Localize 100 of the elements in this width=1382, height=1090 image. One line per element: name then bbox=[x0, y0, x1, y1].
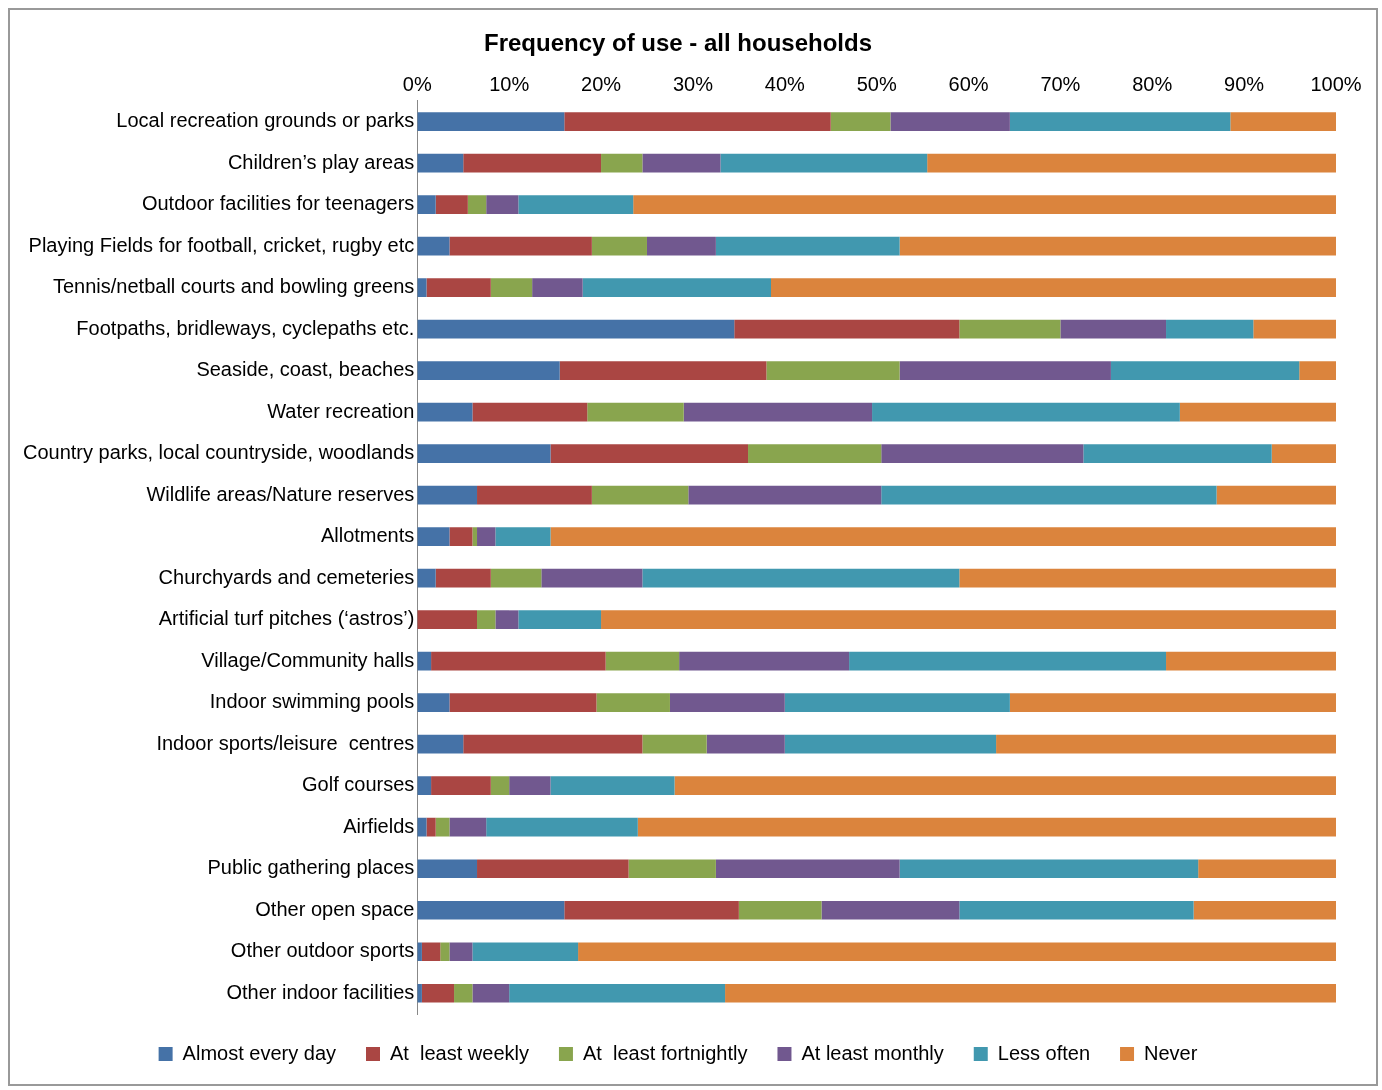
bar bbox=[959, 568, 1336, 588]
bar bbox=[431, 776, 491, 796]
bar bbox=[1009, 112, 1231, 131]
x-tick-label: 30% bbox=[672, 73, 714, 96]
legend-label: At least weekly bbox=[390, 1041, 529, 1064]
y-tick-label: Village/Community halls bbox=[201, 648, 415, 671]
bar bbox=[587, 402, 684, 422]
bar bbox=[706, 734, 785, 754]
bar bbox=[637, 817, 1336, 837]
bar bbox=[426, 817, 436, 837]
bar bbox=[601, 153, 643, 173]
bar bbox=[417, 402, 473, 422]
bar bbox=[1216, 485, 1336, 505]
bar bbox=[449, 527, 473, 546]
x-tick-label: 40% bbox=[764, 73, 806, 96]
bar bbox=[435, 817, 450, 837]
bar bbox=[771, 278, 1336, 297]
bar bbox=[431, 651, 606, 671]
bar bbox=[715, 236, 900, 256]
bar bbox=[1083, 444, 1272, 463]
bar bbox=[426, 278, 491, 297]
bar bbox=[715, 859, 900, 879]
bar bbox=[564, 112, 831, 131]
bar bbox=[417, 236, 450, 256]
bar bbox=[564, 900, 739, 920]
bar bbox=[642, 568, 960, 588]
bar bbox=[605, 651, 680, 671]
bar bbox=[646, 236, 716, 256]
bar bbox=[417, 361, 560, 380]
bar bbox=[679, 651, 850, 671]
bar bbox=[417, 651, 432, 671]
y-tick-label: Seaside, coast, beaches bbox=[196, 358, 415, 381]
bar bbox=[1230, 112, 1336, 131]
bar bbox=[417, 153, 464, 173]
bar bbox=[734, 319, 960, 339]
bar bbox=[1198, 859, 1336, 879]
bar bbox=[642, 734, 707, 754]
bar bbox=[766, 361, 900, 380]
y-tick-label: Other indoor facilities bbox=[226, 980, 415, 1003]
x-tick-label: 0% bbox=[402, 73, 432, 96]
y-tick-label: Artificial turf pitches (‘astros’) bbox=[158, 607, 415, 630]
y-tick-label: Water recreation bbox=[267, 399, 415, 422]
bar bbox=[881, 444, 1084, 463]
bar bbox=[417, 610, 478, 629]
bar bbox=[578, 942, 1336, 962]
bar bbox=[449, 817, 487, 837]
bar bbox=[509, 983, 726, 1003]
bar bbox=[417, 859, 478, 879]
bar bbox=[559, 361, 767, 380]
x-tick-label: 80% bbox=[1132, 73, 1173, 96]
bar bbox=[463, 153, 602, 173]
bar bbox=[591, 485, 689, 505]
y-tick-label: Footpaths, bridleways, cyclepaths etc. bbox=[76, 316, 415, 339]
bar bbox=[596, 693, 670, 713]
bar bbox=[449, 236, 592, 256]
bar bbox=[477, 527, 496, 546]
bar bbox=[725, 983, 1336, 1003]
legend-label: Never bbox=[1144, 1041, 1198, 1064]
bar bbox=[417, 693, 450, 713]
bar bbox=[1299, 361, 1336, 380]
bar bbox=[881, 485, 1217, 505]
bar bbox=[784, 693, 1010, 713]
bar bbox=[669, 693, 785, 713]
x-tick-label: 70% bbox=[1040, 73, 1081, 96]
bar bbox=[417, 776, 432, 796]
y-tick-label: Playing Fields for football, cricket, rugby etc bbox=[28, 233, 415, 256]
bar bbox=[490, 568, 542, 588]
bar bbox=[532, 278, 583, 297]
bar bbox=[1271, 444, 1336, 463]
legend-label: Less often bbox=[997, 1041, 1091, 1064]
bar bbox=[486, 817, 638, 837]
bar bbox=[518, 195, 634, 214]
chart-title: Frequency of use - all households bbox=[483, 29, 873, 57]
x-tick-label: 50% bbox=[856, 73, 897, 96]
bar bbox=[472, 983, 510, 1003]
bar bbox=[642, 153, 721, 173]
bar bbox=[959, 319, 1061, 339]
bar bbox=[417, 900, 565, 920]
bar bbox=[628, 859, 716, 879]
bar bbox=[830, 112, 891, 131]
bar bbox=[541, 568, 643, 588]
bar bbox=[417, 319, 735, 339]
y-tick-label: Tennis/netball courts and bowling greens bbox=[52, 275, 415, 298]
y-tick-label: Churchyards and cemeteries bbox=[158, 565, 415, 588]
y-tick-label: Indoor sports/leisure centres bbox=[156, 731, 415, 754]
bar bbox=[890, 112, 1010, 131]
bar bbox=[518, 610, 602, 629]
bar bbox=[1166, 651, 1336, 671]
bar bbox=[683, 402, 873, 422]
bar bbox=[421, 983, 455, 1003]
x-tick-label: 90% bbox=[1224, 73, 1265, 96]
bar bbox=[495, 527, 551, 546]
bar bbox=[490, 278, 533, 297]
legend-label: At least fortnightly bbox=[582, 1041, 748, 1064]
bar bbox=[849, 651, 1167, 671]
bar bbox=[472, 942, 579, 962]
y-tick-label: Country parks, local countryside, woodlands bbox=[23, 441, 415, 464]
bar bbox=[1253, 319, 1336, 339]
bar bbox=[1060, 319, 1167, 339]
bar bbox=[959, 900, 1194, 920]
